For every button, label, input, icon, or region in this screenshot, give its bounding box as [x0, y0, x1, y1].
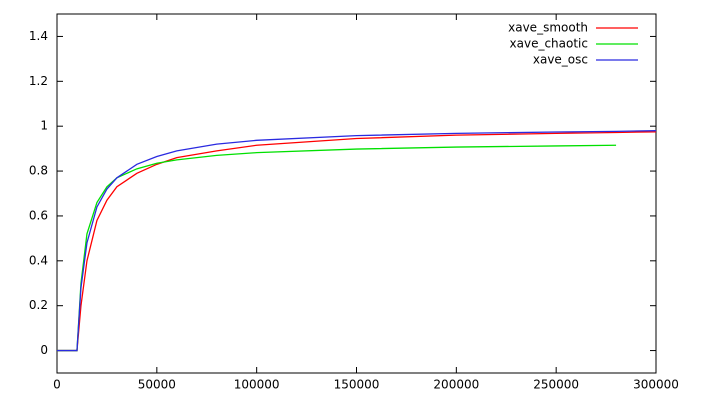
y-tick-label: 1: [40, 119, 48, 133]
y-tick-label: 0.8: [29, 164, 48, 178]
y-tick-label: 0.6: [29, 208, 48, 222]
y-tick-label: 0: [40, 343, 48, 357]
x-tick-label: 200000: [433, 378, 479, 392]
legend-label: xave_osc: [533, 53, 588, 67]
x-tick-label: 150000: [334, 378, 380, 392]
y-tick-label: 1.4: [29, 29, 48, 43]
y-tick-label: 0.4: [29, 253, 48, 267]
plot-frame: [56, 13, 657, 374]
series-line: [57, 131, 657, 352]
x-tick-label: 100000: [234, 378, 280, 392]
series-line: [57, 130, 657, 352]
y-tick-label: 1.2: [29, 74, 48, 88]
legend-label: xave_chaotic: [510, 37, 588, 51]
x-tick-label: 300000: [633, 378, 679, 392]
series-line: [57, 144, 617, 352]
x-tick-label: 250000: [533, 378, 579, 392]
y-tick-label: 0.2: [29, 298, 48, 312]
x-tick-label: 50000: [138, 378, 176, 392]
legend-label: xave_smooth: [508, 21, 588, 35]
x-tick-label: 0: [53, 378, 61, 392]
